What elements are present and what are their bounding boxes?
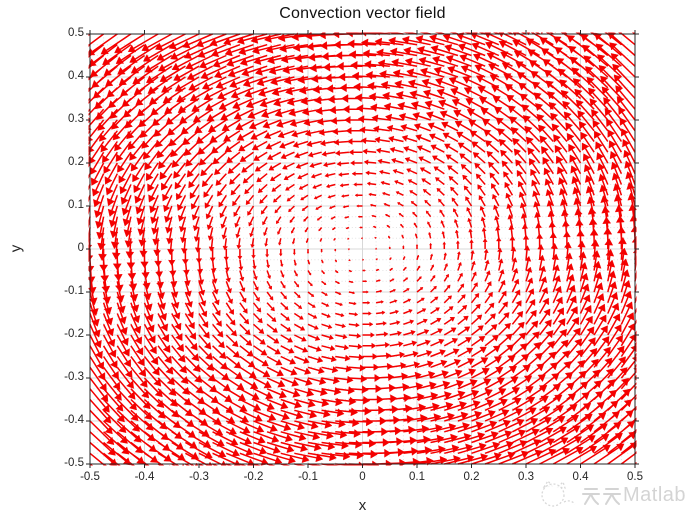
- y-tick-label: 0.3: [68, 113, 84, 125]
- x-tick-label: 0.3: [518, 471, 534, 483]
- x-tick-label: -0.5: [80, 471, 100, 483]
- y-tick-label: -0.1: [64, 285, 84, 297]
- y-tick-label: 0.5: [68, 27, 84, 39]
- y-axis-label: y: [7, 244, 25, 253]
- y-tick-label: 0: [77, 242, 84, 254]
- x-axis-label: x: [358, 497, 367, 514]
- y-tick-label: -0.5: [64, 457, 84, 469]
- tian-glyph-1: [582, 488, 600, 505]
- vector-arrows: [88, 32, 637, 466]
- x-tick-label: 0.5: [627, 471, 643, 483]
- x-tick-label: -0.3: [189, 471, 209, 483]
- x-tick-label: 0.2: [463, 471, 480, 483]
- y-tick-label: -0.4: [64, 414, 84, 426]
- x-tick-label: -0.4: [134, 471, 155, 483]
- plot-title: Convection vector field: [279, 5, 446, 22]
- cat-icon: [541, 479, 576, 507]
- watermark-text: Matlab: [581, 484, 686, 507]
- y-tick-label: 0.4: [68, 70, 84, 82]
- y-tick-label: 0.2: [68, 156, 84, 168]
- watermark: Matlab: [536, 477, 686, 513]
- x-tick-label: -0.1: [298, 471, 318, 483]
- tian-glyph-2: [603, 488, 621, 505]
- x-tick-label: 0.4: [572, 471, 589, 483]
- y-tick-label: -0.3: [64, 371, 84, 383]
- x-tick-label: 0.1: [409, 471, 425, 483]
- tick-marks: [86, 30, 639, 468]
- watermark-latin: Matlab: [623, 483, 687, 506]
- x-tick-label: 0: [359, 471, 366, 483]
- y-tick-label: 0.1: [68, 199, 84, 211]
- y-tick-label: -0.2: [64, 328, 84, 340]
- x-tick-label: -0.2: [243, 471, 264, 483]
